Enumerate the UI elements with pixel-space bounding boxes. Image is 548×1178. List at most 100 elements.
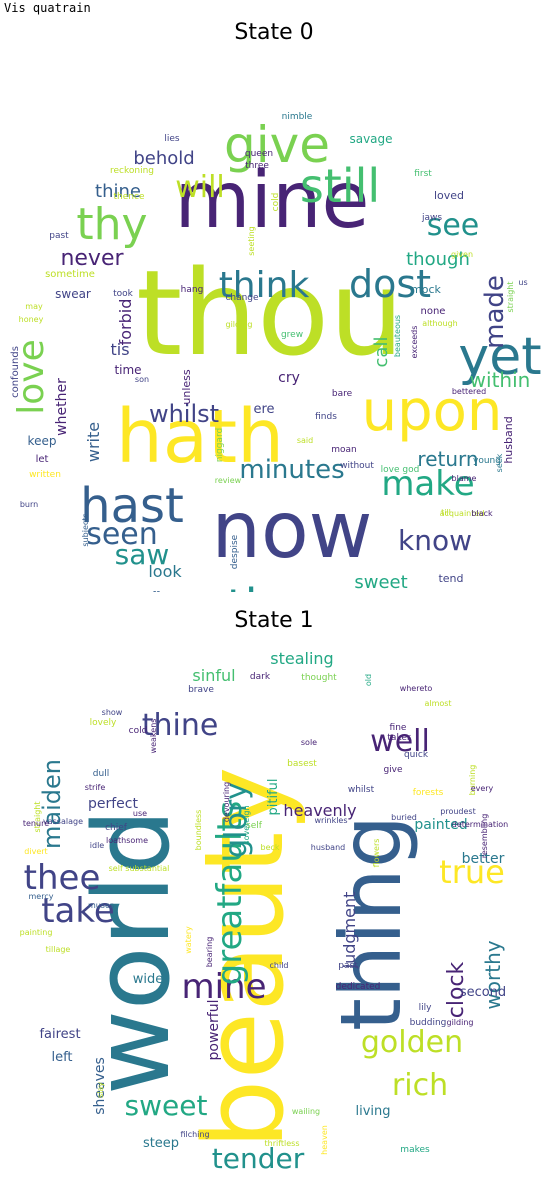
cloud-word: almost (424, 699, 451, 708)
cloud-word: husband (311, 843, 345, 852)
cloud-word: budding (410, 1018, 447, 1028)
cloud-word: past (49, 231, 69, 241)
cloud-word: bettered (452, 387, 486, 396)
cloud-word: lily (419, 1003, 433, 1013)
cloud-word: beauty (180, 767, 308, 1150)
cloud-word: watery (184, 926, 193, 954)
cloud-word: niggard (215, 428, 225, 462)
cloud-word: tillage (46, 945, 71, 954)
cloud-word: despise (230, 534, 240, 569)
cloud-word: thence (114, 192, 145, 202)
cloud-word: moan (331, 445, 357, 455)
cloud-word: queen (245, 149, 273, 159)
cloud-word: reckoning (110, 166, 154, 176)
cloud-word: thy (76, 199, 147, 250)
cloud-word: straight (33, 801, 42, 832)
cloud-word: thee (24, 858, 101, 898)
cloud-word: every (471, 784, 494, 793)
cloud-word: beck (260, 843, 279, 852)
cloud-word: tenure (23, 819, 49, 828)
cloud-word: burn (20, 500, 38, 509)
cloud-word: show (102, 708, 123, 717)
cloud-word: weakens (149, 719, 158, 754)
cloud-word: idle (90, 841, 105, 850)
cloud-word: child (270, 961, 289, 970)
cloud-word: rich (392, 1068, 448, 1103)
cloud-word: hath (116, 394, 284, 480)
cloud-word: past (338, 961, 358, 971)
panel-title-state-0: State 0 (234, 20, 314, 45)
cloud-word: thus (227, 579, 327, 592)
cloud-word: minutes (239, 455, 344, 485)
cloud-word: use (133, 809, 147, 818)
cloud-word: young (473, 456, 501, 466)
cloud-word: love god (381, 465, 420, 475)
cloud-word: hang (181, 285, 204, 295)
cloud-word: sole (301, 738, 317, 747)
cloud-word: muses (88, 901, 114, 910)
cloud-word: though (406, 249, 470, 270)
cloud-word: nimble (282, 112, 313, 122)
cloud-word: made (480, 275, 510, 349)
cloud-word: forbid (116, 299, 135, 346)
panel-title-state-1: State 1 (234, 608, 314, 633)
cloud-word: hast (80, 478, 184, 534)
cloud-word: three (245, 161, 269, 171)
cloud-word: self (246, 821, 263, 831)
page-label: Vis quatrain (4, 1, 91, 15)
cloud-word: give (383, 765, 403, 775)
cloud-word: honey (19, 315, 44, 324)
cloud-word: within (470, 368, 531, 392)
cloud-word: fine (390, 723, 407, 733)
cloud-word: wide (133, 972, 164, 987)
cloud-word: old (364, 674, 373, 686)
cloud-word: heavenly (283, 801, 356, 820)
cloud-word: gilding (226, 320, 253, 329)
cloud-word: well (370, 724, 430, 759)
cloud-word: thine (142, 708, 219, 743)
cloud-word: loved (434, 189, 464, 202)
cloud-word: whilst (348, 785, 375, 795)
cloud-word: dull (93, 769, 109, 779)
cloud-word: burning (468, 765, 477, 796)
cloud-word: son (135, 375, 149, 384)
cloud-word: know (398, 524, 472, 557)
cloud-word: basest (287, 759, 317, 769)
cloud-word: ere (253, 402, 274, 417)
cloud-word: maiden (38, 759, 66, 849)
cloud-word: change (225, 293, 259, 303)
cloud-word: tender (212, 1142, 305, 1175)
cloud-word: sometime (45, 269, 95, 280)
cloud-word: swear (55, 287, 91, 301)
cloud-word: let (36, 454, 49, 465)
cloud-word: said (297, 436, 313, 445)
cloud-word: devouring (222, 782, 231, 822)
cloud-word: never (60, 246, 124, 271)
cloud-word: cold (271, 193, 281, 212)
cloud-word: loathsome (106, 836, 148, 845)
cloud-word: sweet (125, 1089, 208, 1122)
cloud-word: review (215, 476, 242, 485)
cloud-word: mock (411, 283, 441, 296)
cloud-word: jaws (421, 213, 442, 223)
cloud-word: took (113, 289, 134, 299)
cloud-word: cry (278, 370, 300, 386)
cloud-word: give (224, 116, 330, 174)
cloud-word: us (518, 278, 527, 287)
cloud-word: although (422, 319, 457, 328)
cloud-word: boundless (194, 810, 203, 851)
cloud-word: cold (129, 726, 148, 736)
cloud-word: unless (180, 369, 193, 404)
cloud-word: slay (96, 1082, 105, 1098)
cloud-word: buried (391, 813, 417, 822)
cloud-word: forests (413, 788, 444, 798)
cloud-word: mercy (29, 892, 54, 901)
cloud-word: better (462, 851, 505, 867)
cloud-word: seeting (247, 226, 256, 256)
cloud-word: living (355, 1104, 390, 1119)
cloud-word: judgment (340, 892, 359, 970)
cloud-word: may (25, 302, 43, 311)
cloud-word: dedicated (336, 982, 381, 992)
cloud-word: perfect (88, 796, 138, 812)
